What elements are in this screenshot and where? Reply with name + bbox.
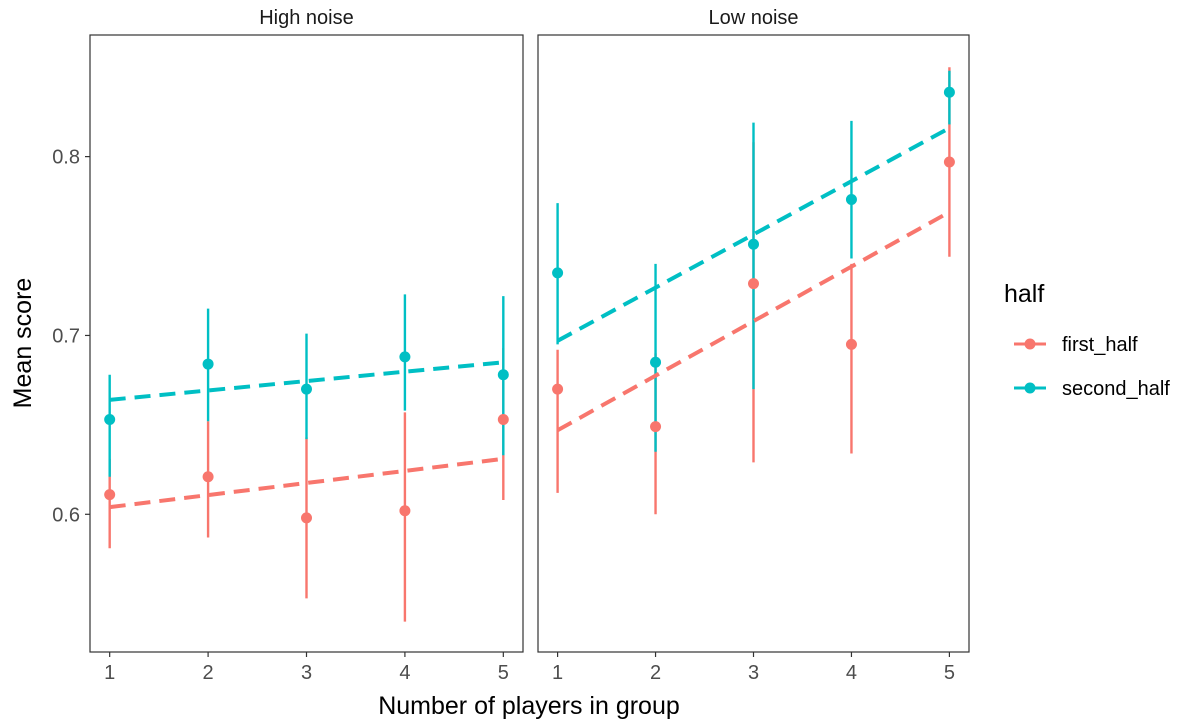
data-point-second_half xyxy=(104,414,116,426)
x-tick-label: 4 xyxy=(399,662,410,684)
y-tick-label: 0.7 xyxy=(52,325,80,347)
panel-title: High noise xyxy=(259,7,354,29)
legend-entry-first_half: first_half xyxy=(1014,334,1138,356)
y-tick-label: 0.8 xyxy=(52,147,80,169)
legend-key-point xyxy=(1024,338,1036,350)
data-point-first_half xyxy=(943,156,955,168)
x-tick-label: 5 xyxy=(944,662,955,684)
y-tick-label: 0.6 xyxy=(52,504,80,526)
panel-title: Low noise xyxy=(708,7,798,29)
x-tick-label: 3 xyxy=(301,662,312,684)
x-tick-label: 1 xyxy=(104,662,115,684)
x-tick-label: 2 xyxy=(650,662,661,684)
panels-layer: High noise 1 2 3 4 5 Low noise 1 2 3 4 5 xyxy=(89,7,970,684)
data-point-second_half xyxy=(497,369,509,381)
data-point-first_half xyxy=(650,421,662,433)
data-point-second_half xyxy=(650,356,662,368)
x-tick-label: 2 xyxy=(203,662,214,684)
x-axis-title: Number of players in group xyxy=(378,692,680,720)
x-tick-label: 4 xyxy=(846,662,857,684)
data-point-first_half xyxy=(202,471,214,483)
legend-title: half xyxy=(1004,280,1044,308)
data-point-first_half xyxy=(845,338,857,350)
panel-high-noise: High noise 1 2 3 4 5 xyxy=(89,7,524,684)
data-point-second_half xyxy=(943,86,955,98)
axes-layer: 0.6 0.7 0.8 xyxy=(52,147,90,526)
data-point-first_half xyxy=(748,278,759,290)
data-point-first_half xyxy=(497,414,509,426)
data-point-first_half xyxy=(399,505,411,517)
data-point-second_half xyxy=(301,383,312,395)
data-point-second_half xyxy=(202,358,214,370)
y-axis-title: Mean score xyxy=(9,278,37,409)
legend-label: second_half xyxy=(1062,378,1170,400)
data-point-second_half xyxy=(845,194,857,206)
fit-line-second_half xyxy=(109,360,504,402)
data-point-second_half xyxy=(552,267,564,279)
data-point-first_half xyxy=(104,489,116,501)
data-point-first_half xyxy=(301,512,312,524)
x-tick-label: 5 xyxy=(498,662,509,684)
legend-entry-second_half: second_half xyxy=(1014,378,1170,400)
x-tick-label: 3 xyxy=(748,662,759,684)
data-point-second_half xyxy=(399,351,411,363)
legend-key-point xyxy=(1024,382,1036,394)
data-point-first_half xyxy=(552,383,564,395)
legend: half first_half second_half xyxy=(1004,280,1170,400)
x-tick-label: 1 xyxy=(552,662,563,684)
panel-low-noise: Low noise 1 2 3 4 5 xyxy=(537,7,970,684)
legend-entries: first_half second_half xyxy=(1014,334,1170,400)
fit-line-first_half xyxy=(109,456,504,510)
legend-label: first_half xyxy=(1062,334,1138,356)
data-point-second_half xyxy=(748,238,759,250)
